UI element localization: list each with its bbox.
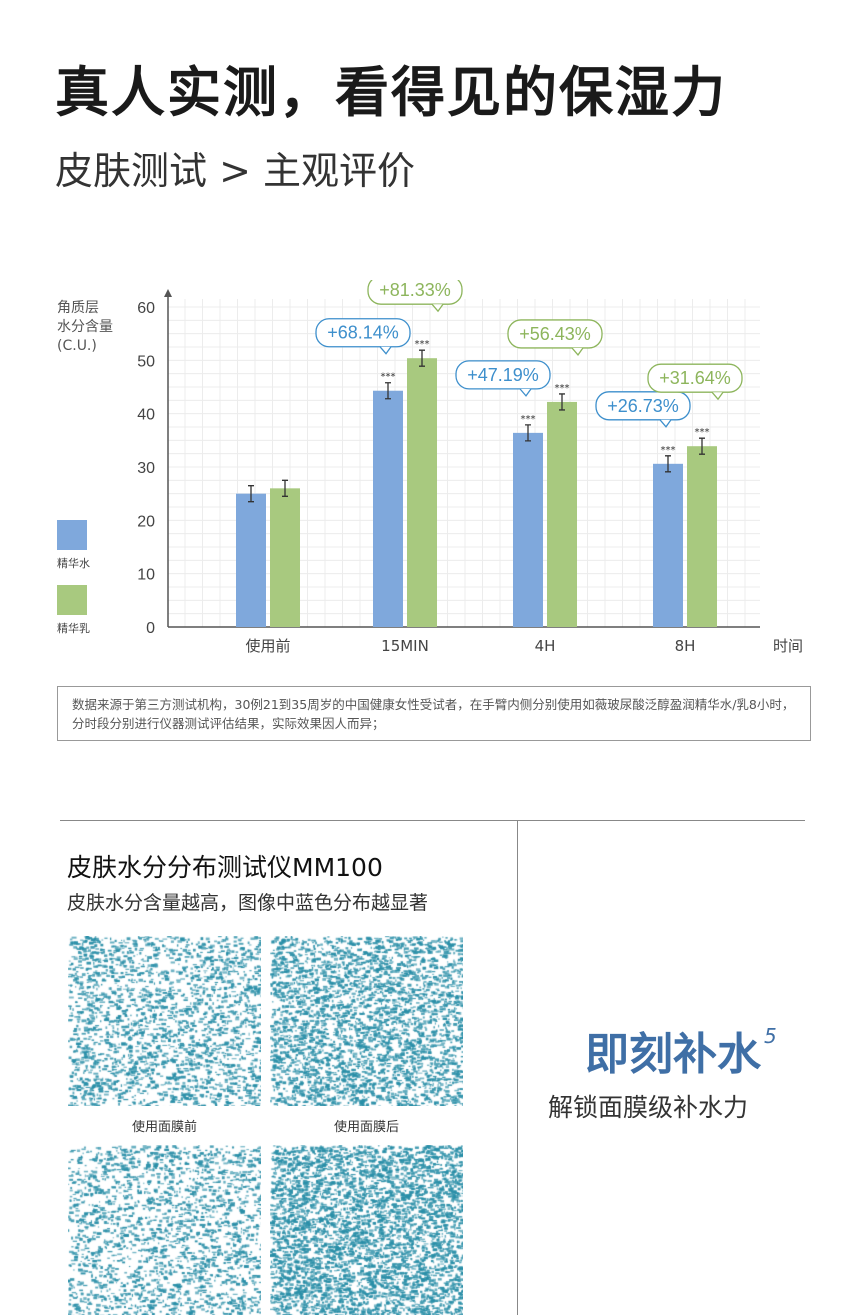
y-tick-label: 30 bbox=[137, 460, 155, 477]
change-callout bbox=[455, 360, 551, 390]
y-tick-label: 40 bbox=[137, 407, 155, 424]
legend-swatch bbox=[57, 585, 87, 615]
bar bbox=[407, 358, 437, 627]
significance-mark: *** bbox=[661, 445, 676, 456]
y-tick-label: 20 bbox=[137, 513, 155, 530]
bar bbox=[270, 488, 300, 627]
y-tick-label: 60 bbox=[137, 300, 155, 317]
section-divider bbox=[60, 820, 805, 821]
skin-texture-after-1 bbox=[270, 936, 463, 1106]
y-axis-label: 水分含量 bbox=[57, 319, 113, 335]
significance-mark: *** bbox=[521, 414, 536, 425]
legend-swatch bbox=[57, 520, 87, 550]
column-divider bbox=[517, 820, 518, 1315]
callout-pointer bbox=[711, 391, 724, 401]
slogan-main: 即刻补水 bbox=[585, 1029, 761, 1080]
legend-label: 精华乳 bbox=[57, 621, 90, 635]
legend-label: 精华水 bbox=[57, 556, 90, 570]
callout-pointer bbox=[519, 388, 532, 397]
y-axis-arrow bbox=[164, 289, 172, 297]
callout-pointer bbox=[571, 347, 584, 356]
error-bar bbox=[525, 424, 531, 442]
significance-mark: *** bbox=[555, 383, 570, 394]
bar bbox=[513, 432, 543, 627]
significance-mark: *** bbox=[415, 339, 430, 350]
significance-mark: *** bbox=[695, 427, 710, 438]
bar bbox=[236, 493, 266, 627]
error-bar bbox=[419, 349, 425, 367]
bar bbox=[547, 401, 577, 627]
page-subtitle: 皮肤测试 > 主观评价 bbox=[55, 149, 415, 193]
footnote-marker: 5 bbox=[764, 1024, 777, 1048]
skin-texture-before-2 bbox=[68, 1145, 261, 1315]
change-callout bbox=[507, 319, 603, 349]
bar bbox=[373, 390, 403, 627]
x-tick-label: 使用前 bbox=[245, 637, 290, 655]
change-label: +81.33% bbox=[379, 280, 451, 300]
x-tick-label: 4H bbox=[535, 637, 556, 655]
y-tick-label: 10 bbox=[137, 567, 155, 584]
caption-after: 使用面膜后 bbox=[333, 1120, 399, 1135]
slogan-sub: 解锁面膜级补水力 bbox=[548, 1093, 749, 1122]
change-label: +68.14% bbox=[327, 323, 399, 343]
bar bbox=[687, 446, 717, 627]
callout-pointer bbox=[431, 303, 444, 313]
error-bar bbox=[282, 479, 288, 497]
x-tick-label: 15MIN bbox=[381, 637, 429, 655]
x-tick-label: 8H bbox=[675, 637, 696, 655]
change-callout bbox=[595, 391, 691, 421]
device-subtitle: 皮肤水分含量越高，图像中蓝色分布越显著 bbox=[67, 892, 429, 914]
y-tick-label: 50 bbox=[137, 353, 155, 370]
y-tick-label: 0 bbox=[146, 620, 155, 637]
callout-pointer bbox=[379, 346, 392, 355]
error-bar bbox=[665, 455, 671, 473]
change-callout bbox=[315, 318, 411, 348]
callout-pointer bbox=[659, 419, 672, 428]
change-callout bbox=[647, 363, 743, 393]
skin-texture-before-1 bbox=[68, 936, 261, 1106]
error-bar bbox=[385, 382, 391, 400]
page-title: 真人实测，看得见的保湿力 bbox=[55, 61, 727, 124]
change-label: +31.64% bbox=[659, 368, 731, 388]
significance-mark: *** bbox=[381, 372, 396, 383]
error-bar bbox=[699, 437, 705, 455]
skin-texture-after-2 bbox=[270, 1145, 463, 1315]
change-label: +56.43% bbox=[519, 324, 591, 344]
caption-before: 使用面膜前 bbox=[131, 1120, 197, 1135]
y-axis-label: (C.U.) bbox=[57, 338, 97, 354]
x-axis-label: 时间 bbox=[773, 637, 803, 655]
error-bar bbox=[248, 485, 254, 503]
device-title: 皮肤水分分布测试仪MM100 bbox=[67, 853, 383, 882]
change-label: +26.73% bbox=[607, 396, 679, 416]
change-label: +47.19% bbox=[467, 365, 539, 385]
bar bbox=[653, 463, 683, 627]
data-source-note: 数据来源于第三方测试机构，30例21到35周岁的中国健康女性受试者，在手臂内侧分… bbox=[57, 686, 811, 741]
slogan: 即刻补水 5 bbox=[585, 1018, 777, 1082]
change-callout bbox=[367, 280, 463, 305]
error-bar bbox=[559, 393, 565, 411]
y-axis-label: 角质层 bbox=[57, 300, 99, 316]
